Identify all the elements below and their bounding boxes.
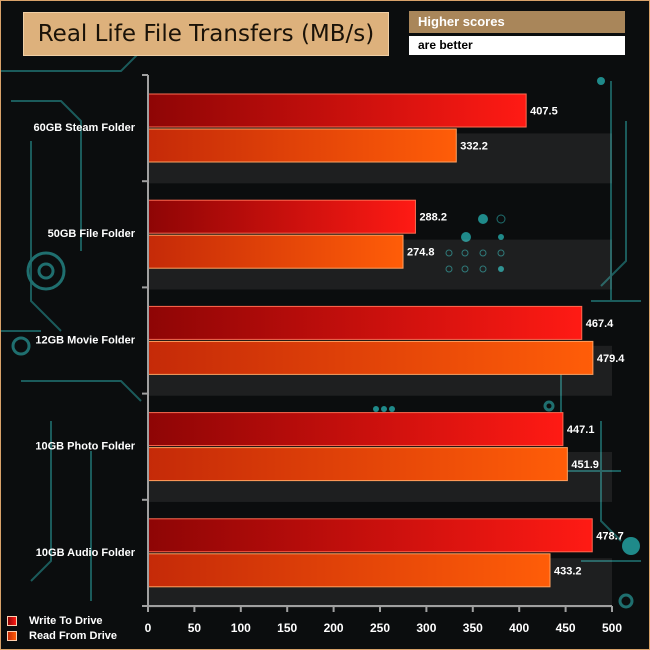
- value-label: 332.2: [460, 141, 488, 153]
- legend-item-read: Read From Drive: [7, 628, 117, 643]
- chart-title: Real Life File Transfers (MB/s): [37, 21, 375, 47]
- value-label: 274.8: [407, 247, 435, 259]
- x-tick-label: 250: [370, 621, 390, 635]
- are-better-note: are better: [409, 36, 625, 55]
- value-label: 479.4: [597, 353, 625, 365]
- value-label: 288.2: [419, 212, 447, 224]
- x-tick-label: 150: [277, 621, 297, 635]
- value-label: 407.5: [530, 106, 558, 118]
- bar-write: [147, 412, 564, 447]
- legend-item-write: Write To Drive: [7, 613, 117, 628]
- bar-write: [147, 305, 583, 340]
- x-tick-label: 300: [416, 621, 436, 635]
- bar-write: [147, 518, 593, 553]
- legend: Write To Drive Read From Drive: [7, 613, 117, 643]
- bar-read: [147, 340, 594, 375]
- legend-label-write: Write To Drive: [29, 614, 103, 627]
- bar-read: [147, 553, 551, 588]
- value-label: 467.4: [586, 318, 614, 330]
- bar-write: [147, 199, 416, 234]
- x-tick-label: 500: [602, 621, 622, 635]
- value-label: 451.9: [571, 459, 599, 471]
- x-tick-label: 100: [231, 621, 251, 635]
- chart-title-box: Real Life File Transfers (MB/s): [23, 12, 389, 56]
- higher-scores-note: Higher scores: [409, 11, 625, 33]
- axes-layer: [142, 74, 613, 612]
- x-tick-label: 350: [463, 621, 483, 635]
- value-label: 433.2: [554, 565, 582, 577]
- x-tick-label: 400: [509, 621, 529, 635]
- legend-label-read: Read From Drive: [29, 629, 118, 642]
- legend-swatch-read: [7, 630, 17, 641]
- legend-swatch-write: [7, 615, 17, 626]
- category-label: 60GB Steam Folder: [34, 122, 136, 134]
- bar-write: [147, 93, 527, 128]
- x-tick-label: 450: [556, 621, 576, 635]
- x-tick-label: 50: [188, 621, 202, 635]
- bar-read: [147, 234, 404, 269]
- x-tick-label: 0: [145, 621, 152, 635]
- labels-layer: 60GB Steam Folder 407.5 332.2 50GB File Fol…: [34, 106, 626, 636]
- value-label: 478.7: [596, 530, 624, 542]
- bar-read: [147, 128, 457, 163]
- category-label: 10GB Audio Folder: [36, 547, 136, 559]
- bars-layer: [147, 93, 594, 588]
- category-label: 10GB Photo Folder: [35, 441, 135, 453]
- category-label: 12GB Movie Folder: [35, 334, 135, 346]
- value-label: 447.1: [567, 424, 595, 436]
- x-tick-label: 200: [324, 621, 344, 635]
- category-label: 50GB File Folder: [48, 228, 136, 240]
- bar-read: [147, 447, 568, 482]
